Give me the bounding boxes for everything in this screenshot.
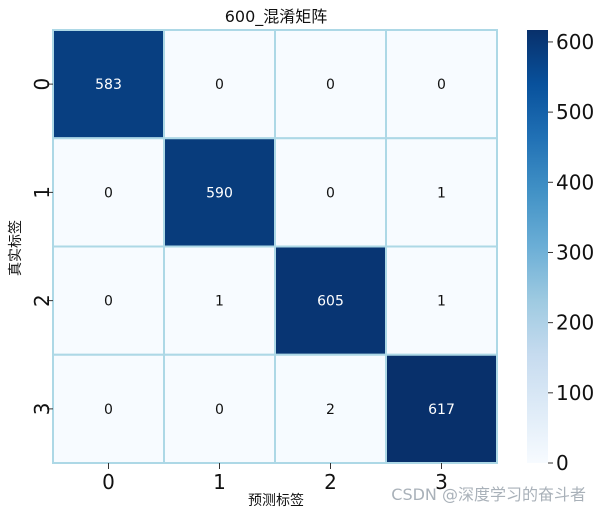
cell-value-0-3: 0 — [437, 77, 446, 93]
heatmap-cell-1-3 — [385, 137, 498, 248]
cell-value-3-0: 0 — [104, 402, 113, 418]
y-tick-label-0: 0 — [30, 78, 54, 91]
colorbar-tick-label-4: 400 — [556, 170, 594, 194]
cell-value-1-1: 590 — [206, 185, 233, 201]
heatmap-cell-0-1 — [163, 29, 276, 140]
heatmap-cell-0-3 — [385, 29, 498, 140]
x-tick-label-1: 1 — [213, 470, 226, 494]
y-tick-label-1: 1 — [30, 186, 54, 199]
heatmap-cell-2-1 — [163, 245, 276, 356]
heatmap-cell-0-0 — [52, 29, 165, 140]
watermark-text: CSDN @深度学习的奋斗者 — [391, 485, 586, 504]
heatmap-cell-1-1 — [163, 137, 276, 248]
heatmap-cell-0-2 — [274, 29, 387, 140]
heatmap-cells: 583 0 0 0 0 590 0 1 0 1 605 1 0 0 2 617 — [52, 29, 498, 464]
cell-value-3-3: 617 — [428, 402, 455, 418]
chart-title: 600_混淆矩阵 — [225, 7, 328, 27]
x-tick-label-0: 0 — [102, 470, 115, 494]
y-axis-label: 真实标签 — [7, 220, 24, 276]
colorbar-tick-label-5: 500 — [556, 100, 594, 124]
heatmap-cell-2-3 — [385, 245, 498, 356]
colorbar — [527, 30, 548, 463]
cell-value-2-2: 605 — [317, 294, 344, 310]
cell-value-1-2: 0 — [326, 185, 335, 201]
cell-value-2-3: 1 — [437, 294, 446, 310]
cell-value-2-1: 1 — [215, 294, 224, 310]
x-tick-labels: 0 1 2 3 — [102, 463, 448, 494]
cell-value-1-0: 0 — [104, 185, 113, 201]
cell-value-1-3: 1 — [437, 185, 446, 201]
heatmap-cell-3-3 — [385, 353, 498, 464]
cell-value-2-0: 0 — [104, 294, 113, 310]
heatmap-cell-3-1 — [163, 353, 276, 464]
y-tick-label-3: 3 — [30, 403, 54, 416]
y-tick-label-2: 2 — [30, 294, 54, 307]
cell-value-0-0: 583 — [95, 77, 122, 93]
y-tick-labels: 0 1 2 3 — [30, 78, 54, 415]
colorbar-tick-label-1: 100 — [556, 381, 594, 405]
cell-value-3-1: 0 — [215, 402, 224, 418]
cell-value-0-1: 0 — [215, 77, 224, 93]
colorbar-tick-label-0: 0 — [556, 451, 569, 475]
colorbar-tick-label-6: 600 — [556, 30, 594, 54]
colorbar-tick-label-3: 300 — [556, 240, 594, 264]
colorbar-tick-label-2: 200 — [556, 311, 594, 335]
x-axis-label: 预测标签 — [248, 492, 304, 509]
cell-value-3-2: 2 — [326, 402, 335, 418]
cell-value-0-2: 0 — [326, 77, 335, 93]
x-tick-label-3: 3 — [435, 470, 448, 494]
colorbar-ticks: 0 100 200 300 400 500 600 — [548, 30, 594, 475]
x-tick-label-2: 2 — [324, 470, 337, 494]
